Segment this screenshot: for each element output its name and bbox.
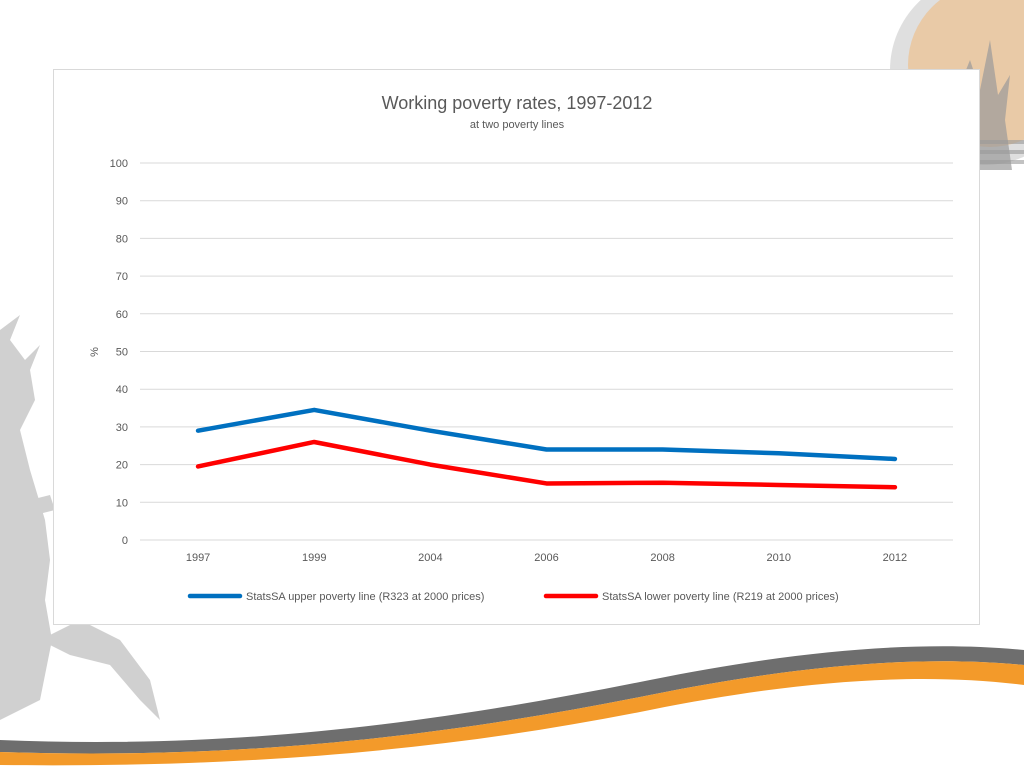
line-chart: Working poverty rates, 1997-2012 at two … <box>89 93 953 603</box>
chart-card: Working poverty rates, 1997-2012 at two … <box>53 69 980 625</box>
chart-subtitle: at two poverty lines <box>470 119 565 131</box>
left-tree-decoration <box>0 315 160 720</box>
y-tick-label: 70 <box>116 271 128 283</box>
y-tick-label: 30 <box>116 422 128 434</box>
y-tick-label: 0 <box>122 535 128 547</box>
y-tick-label: 40 <box>116 384 128 396</box>
legend-label: StatsSA lower poverty line (R219 at 2000… <box>602 591 839 603</box>
y-tick-label: 80 <box>116 233 128 245</box>
series-line-1 <box>195 407 898 462</box>
x-tick-label: 2008 <box>650 552 674 564</box>
chart-title: Working poverty rates, 1997-2012 <box>382 93 653 113</box>
x-tick-label: 2010 <box>767 552 791 564</box>
x-tick-label: 2012 <box>883 552 907 564</box>
x-tick-label: 1999 <box>302 552 326 564</box>
x-tick-label: 2004 <box>418 552 442 564</box>
bottom-swoosh-decoration <box>0 646 1024 766</box>
x-tick-label: 1997 <box>186 552 210 564</box>
x-tick-label: 2006 <box>534 552 558 564</box>
y-axis-label: % <box>89 347 101 357</box>
legend-label: StatsSA upper poverty line (R323 at 2000… <box>246 591 484 603</box>
y-tick-label: 50 <box>116 347 128 359</box>
y-tick-label: 100 <box>110 158 128 170</box>
y-tick-label: 10 <box>116 497 128 509</box>
y-tick-label: 90 <box>116 196 128 208</box>
y-tick-label: 20 <box>116 460 128 472</box>
y-tick-label: 60 <box>116 309 128 321</box>
